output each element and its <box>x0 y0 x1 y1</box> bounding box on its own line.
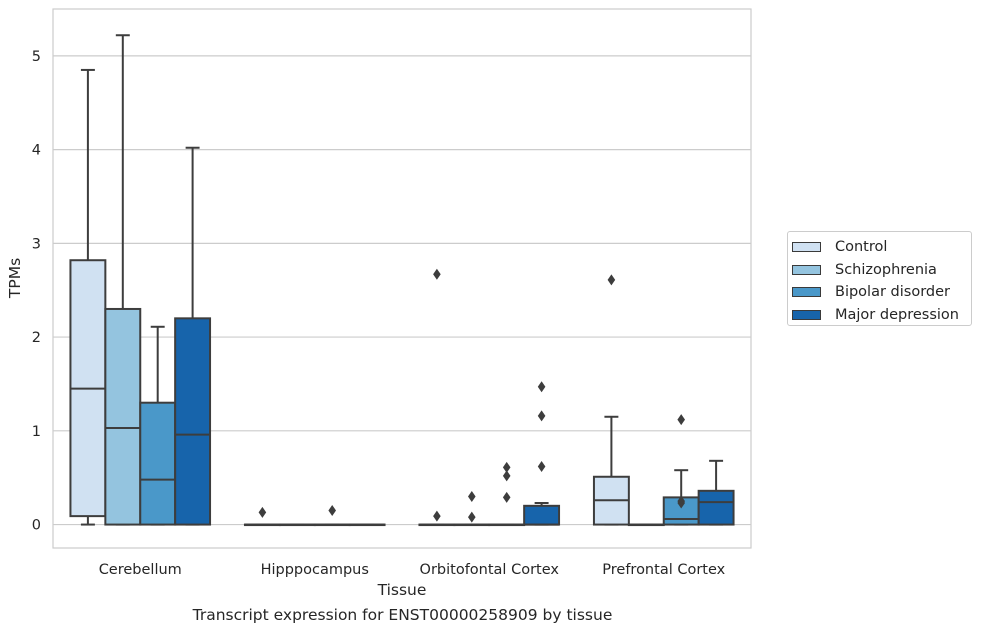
x-tick-label: Hipppocampus <box>261 562 369 578</box>
outlier-point <box>433 510 441 522</box>
y-axis-label: TPMs <box>6 258 24 299</box>
box-1-0 <box>104 34 142 526</box>
legend-swatch <box>792 264 821 275</box>
x-axis-ticks: Cerebellum Hipppocampus Orbitofontal Corte… <box>99 562 726 578</box>
x-tick-label: Cerebellum <box>99 562 182 578</box>
box-3-2 <box>523 381 561 526</box>
outlier-point <box>502 491 511 503</box>
box-2-1 <box>313 505 351 527</box>
box-3-1 <box>348 523 386 527</box>
legend-swatch <box>792 287 821 298</box>
box-1-2 <box>453 490 491 527</box>
x-tick-label: Orbitofontal Cortex <box>420 562 560 578</box>
outlier-point <box>468 490 476 502</box>
y-tick-label: 0 <box>32 518 41 534</box>
outlier-point <box>468 511 476 523</box>
box-body <box>174 317 212 526</box>
outlier-point <box>502 461 511 473</box>
box-2-3 <box>662 414 700 526</box>
legend-item: Major depression <box>792 304 971 327</box>
x-axis-label: Tissue <box>377 581 427 599</box>
box-0-0 <box>69 68 107 526</box>
outlier-point <box>328 505 336 517</box>
y-tick-label: 2 <box>32 330 41 346</box>
box-2-2 <box>488 461 526 527</box>
legend-item: Bipolar disorder <box>792 281 971 304</box>
legend: Control Schizophrenia Bipolar disorder Majo… <box>787 231 972 326</box>
legend-label: Major depression <box>835 306 959 323</box>
legend-swatch <box>792 242 821 253</box>
outlier-point <box>502 470 511 482</box>
box-body <box>104 307 142 526</box>
outlier-point <box>537 460 546 472</box>
box-body <box>523 504 561 526</box>
outlier-point <box>537 410 546 422</box>
outlier-point <box>677 414 685 426</box>
box-0-1 <box>243 506 281 527</box>
box-1-3 <box>627 523 665 527</box>
box-body <box>139 401 177 526</box>
box-3-0 <box>174 146 212 526</box>
box-body <box>697 489 735 526</box>
box-0-3 <box>592 274 630 526</box>
legend-item: Schizophrenia <box>792 259 971 282</box>
legend-swatch <box>792 309 821 320</box>
outlier-point <box>607 274 616 286</box>
legend-item: Control <box>792 236 971 259</box>
y-tick-label: 5 <box>32 49 41 65</box>
x-tick-label: Prefrontal Cortex <box>602 562 725 578</box>
box-3-3 <box>697 459 735 526</box>
figure-caption: Transcript expression for ENST0000025890… <box>192 606 613 624</box>
outlier-point <box>537 381 546 393</box>
y-tick-label: 3 <box>32 236 41 252</box>
outlier-point <box>258 506 267 518</box>
plot-frame <box>52 8 752 549</box>
legend-label: Control <box>835 239 888 256</box>
y-axis-ticks: 0 1 2 3 4 5 <box>32 49 41 534</box>
box-0-2 <box>418 268 456 527</box>
y-tick-label: 1 <box>32 424 41 440</box>
box-2-0 <box>139 325 177 526</box>
box-1-1 <box>278 523 316 527</box>
legend-label: Bipolar disorder <box>835 284 950 301</box>
box-plot-series <box>69 34 735 527</box>
y-tick-label: 4 <box>32 143 41 159</box>
legend-label: Schizophrenia <box>835 261 937 278</box>
outlier-point <box>433 268 441 280</box>
outlier-point <box>677 497 685 509</box>
